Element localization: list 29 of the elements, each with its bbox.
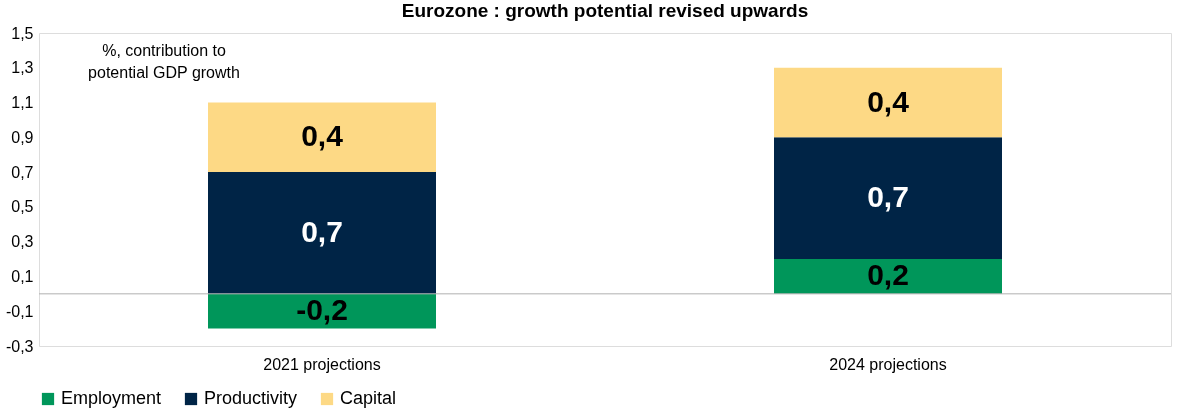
bar bbox=[208, 293, 436, 329]
data-label: 0,4 bbox=[867, 84, 910, 118]
y-tick-label: -0,1 bbox=[5, 302, 34, 320]
y-tick-label: 1,3 bbox=[11, 59, 34, 77]
y-tick-label: 0,1 bbox=[11, 267, 34, 285]
data-label: 0,7 bbox=[867, 180, 909, 214]
y-tick-label: 0,3 bbox=[11, 233, 34, 251]
y-tick-label: 0,9 bbox=[11, 128, 34, 146]
legend-label: Productivity bbox=[204, 388, 298, 408]
x-tick-label: 2021 projections bbox=[263, 355, 381, 373]
bar bbox=[774, 137, 1002, 260]
bar bbox=[774, 67, 1002, 138]
chart-title: Eurozone : growth potential revised upwards bbox=[401, 0, 809, 21]
y-tick-label: 0,5 bbox=[11, 198, 34, 216]
data-label: 0,4 bbox=[301, 119, 344, 153]
bar bbox=[208, 172, 436, 294]
legend-label: Employment bbox=[61, 388, 162, 408]
bar bbox=[208, 102, 436, 173]
legend-label: Capital bbox=[340, 388, 397, 408]
x-tick-label: 2024 projections bbox=[829, 355, 947, 373]
data-label: 0,2 bbox=[867, 258, 909, 292]
y-tick-label: -0,3 bbox=[5, 337, 34, 355]
y-tick-label: 1,1 bbox=[11, 94, 34, 112]
y-tick-label: 0,7 bbox=[11, 163, 34, 181]
annotation: %, contribution to potential GDP growth bbox=[88, 42, 240, 81]
y-tick-label: 1,5 bbox=[11, 24, 34, 42]
data-label: -0,2 bbox=[296, 293, 348, 327]
bar bbox=[774, 259, 1002, 294]
data-label: 0,7 bbox=[301, 214, 343, 248]
